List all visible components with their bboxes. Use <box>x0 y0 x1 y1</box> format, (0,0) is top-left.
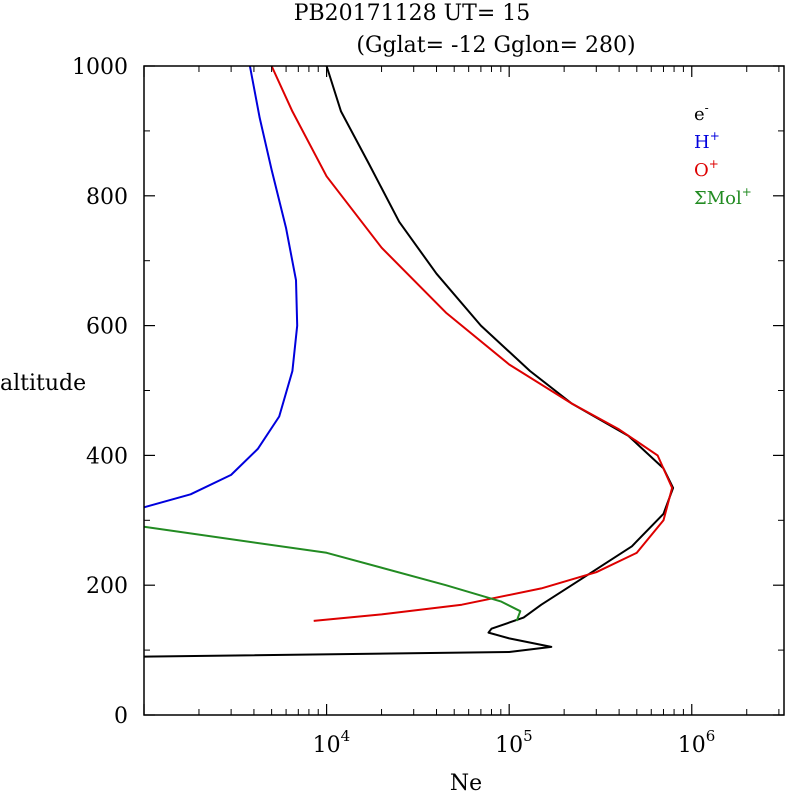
y-tick-label: 1000 <box>72 55 128 80</box>
y-axis-label: altitude <box>0 371 86 396</box>
legend-entry: O+ <box>694 157 719 181</box>
y-tick-label: 200 <box>86 574 128 599</box>
x-tick-label: 104 <box>313 727 351 758</box>
legend-entry: ΣMol+ <box>694 185 752 209</box>
legend: e- H+ O+ ΣMol+ <box>694 101 752 209</box>
x-tick-label: 105 <box>495 727 533 758</box>
ticks-layer <box>143 65 784 716</box>
series-line-mol <box>143 525 522 622</box>
curves-layer <box>143 65 675 658</box>
legend-entry: H+ <box>694 129 720 153</box>
y-tick-label: 400 <box>86 444 128 469</box>
y-tick-label: 600 <box>86 315 128 340</box>
series-line-h <box>143 65 299 509</box>
chart-subtitle: (Gglat= -12 Gglon= 280) <box>356 33 635 58</box>
series-line-e <box>143 65 675 658</box>
chart-title: PB20171128 UT= 15 <box>294 1 531 26</box>
y-tick-label: 800 <box>86 185 128 210</box>
series-line-o <box>270 65 674 622</box>
x-tick-label: 106 <box>678 727 716 758</box>
x-axis-label: Ne <box>450 771 482 795</box>
legend-entry: e- <box>694 101 709 125</box>
y-tick-label: 0 <box>114 704 128 729</box>
plot-frame <box>143 65 785 716</box>
tick-labels-layer: 0 200 400 600 800 1000 104 105 106 <box>72 55 715 758</box>
